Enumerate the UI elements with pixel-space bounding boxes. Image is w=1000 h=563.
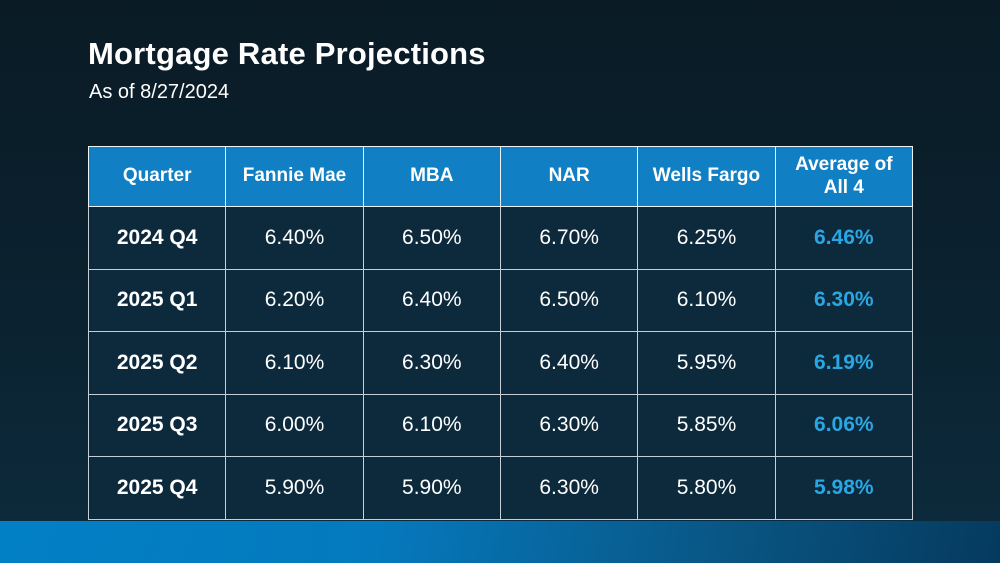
quarter-cell: 2025 Q2 bbox=[87, 331, 227, 395]
quarter-cell: 2025 Q4 bbox=[87, 456, 227, 520]
rate-cell: 6.10% bbox=[225, 331, 364, 395]
average-cell: 6.19% bbox=[774, 331, 914, 395]
average-cell: 6.06% bbox=[774, 393, 914, 457]
rate-cell: 6.30% bbox=[499, 456, 639, 520]
table-row: 2025 Q4 5.90% 5.90% 6.30% 5.80% 5.98% bbox=[87, 456, 914, 520]
table-row: 2025 Q3 6.00% 6.10% 6.30% 5.85% 6.06% bbox=[87, 393, 914, 457]
bottom-accent-bar bbox=[0, 521, 1000, 563]
average-cell: 6.30% bbox=[774, 268, 914, 332]
as-of-date: As of 8/27/2024 bbox=[89, 81, 230, 103]
table-row: 2025 Q2 6.10% 6.30% 6.40% 5.95% 6.19% bbox=[87, 331, 914, 395]
rate-cell: 6.20% bbox=[225, 268, 364, 332]
rate-cell: 6.00% bbox=[225, 393, 364, 457]
rate-cell: 6.70% bbox=[499, 206, 639, 270]
rate-cell: 5.90% bbox=[225, 456, 364, 520]
table-body: 2024 Q4 6.40% 6.50% 6.70% 6.25% 6.46% 2025 Q1 6… bbox=[87, 206, 914, 520]
rate-cell: 5.90% bbox=[362, 456, 501, 520]
column-header: MBA bbox=[362, 146, 501, 207]
rate-cell: 6.10% bbox=[362, 393, 501, 457]
rate-cell: 6.50% bbox=[499, 268, 639, 332]
quarter-cell: 2025 Q1 bbox=[87, 268, 227, 332]
column-header: NAR bbox=[499, 146, 639, 207]
rate-cell: 6.30% bbox=[499, 393, 639, 457]
column-header: Wells Fargo bbox=[637, 146, 776, 207]
table-header: Quarter Fannie Mae MBA NAR Wells Fargo Averag… bbox=[87, 146, 914, 207]
rate-cell: 6.50% bbox=[362, 206, 501, 270]
rate-cell: 6.40% bbox=[499, 331, 639, 395]
page-title: Mortgage Rate Projections bbox=[88, 36, 486, 71]
quarter-cell: 2024 Q4 bbox=[87, 206, 227, 270]
average-cell: 6.46% bbox=[774, 206, 914, 270]
rate-cell: 6.40% bbox=[362, 268, 501, 332]
average-cell: 5.98% bbox=[774, 456, 914, 520]
column-header: Average of All 4 bbox=[774, 146, 914, 207]
quarter-cell: 2025 Q3 bbox=[87, 393, 227, 457]
rate-cell: 5.80% bbox=[637, 456, 776, 520]
rate-cell: 5.85% bbox=[637, 393, 776, 457]
column-header: Fannie Mae bbox=[225, 146, 364, 207]
table-header-row: Quarter Fannie Mae MBA NAR Wells Fargo Averag… bbox=[87, 146, 914, 207]
rate-cell: 6.25% bbox=[637, 206, 776, 270]
rate-cell: 5.95% bbox=[637, 331, 776, 395]
column-header: Quarter bbox=[87, 146, 227, 207]
rate-cell: 6.10% bbox=[637, 268, 776, 332]
table-row: 2025 Q1 6.20% 6.40% 6.50% 6.10% 6.30% bbox=[87, 268, 914, 332]
table-row: 2024 Q4 6.40% 6.50% 6.70% 6.25% 6.46% bbox=[87, 206, 914, 270]
mortgage-rate-projections-table: Quarter Fannie Mae MBA NAR Wells Fargo Averag… bbox=[87, 146, 914, 520]
rate-cell: 6.40% bbox=[225, 206, 364, 270]
rate-cell: 6.30% bbox=[362, 331, 501, 395]
